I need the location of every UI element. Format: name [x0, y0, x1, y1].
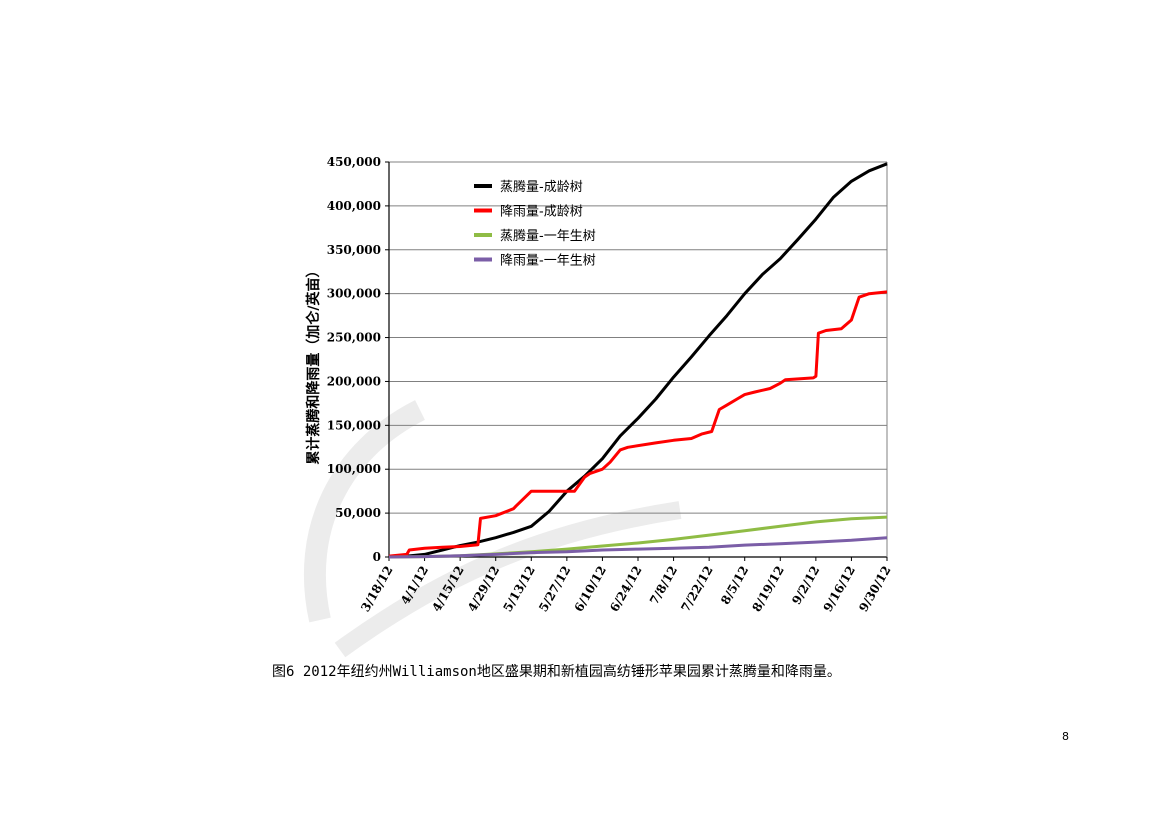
x-tick-label: 9/30/12: [856, 564, 893, 615]
x-tick-label: 5/27/12: [536, 564, 573, 615]
y-tick-label: 100,000: [327, 462, 381, 476]
y-tick-labels: 0 50,000 100,000 150,000 200,000 250,000 300,0…: [327, 155, 389, 564]
y-tick-label: 350,000: [327, 243, 381, 257]
y-tick-label: 300,000: [327, 287, 381, 301]
y-tick-label: 250,000: [327, 331, 381, 345]
x-tick-label: 6/24/12: [607, 564, 644, 615]
x-tick-label: 9/16/12: [821, 564, 858, 615]
legend-label: 降雨量-一年生树: [500, 254, 596, 269]
y-tick-label: 50,000: [335, 506, 381, 520]
legend-label: 蒸腾量-成龄树: [500, 179, 583, 195]
y-tick-label: 400,000: [327, 199, 381, 213]
x-tick-label: 9/2/12: [789, 564, 822, 608]
legend-label: 降雨量-成龄树: [500, 205, 583, 220]
x-tick-label: 8/19/12: [750, 564, 787, 615]
series-line-4: [388, 536, 888, 559]
y-tick-label: 450,000: [327, 155, 381, 169]
x-tick-label: 7/8/12: [647, 564, 680, 608]
legend-label: 蒸腾量-一年生树: [500, 228, 596, 244]
y-tick-label: 200,000: [327, 374, 381, 388]
x-tick-labels: 3/18/12 4/1/124/15/124/29/125/13/125/27/1…: [358, 557, 894, 615]
y-tick-label: 150,000: [327, 418, 381, 432]
y-tick-label: 0: [373, 550, 381, 564]
x-tick-label: 4/15/12: [429, 564, 466, 615]
x-tick-label: 6/10/12: [572, 564, 609, 615]
grid-lines: [389, 161, 887, 514]
x-tick-label: 7/22/12: [678, 564, 715, 615]
x-tick-label: 5/13/12: [501, 564, 538, 615]
series-lines: [388, 162, 888, 559]
series-line-1: [388, 162, 888, 559]
series-line-2: [388, 290, 888, 558]
page-number: 8: [1062, 730, 1069, 743]
y-axis-label: 累计蒸腾和降雨量（加仑/英亩）: [305, 263, 322, 464]
series-line-3: [388, 515, 888, 559]
figure-caption: 图6 2012年纽约州Williamson地区盛果期和新植园高纺锤形苹果园累计蒸…: [272, 664, 841, 680]
x-tick-label: 4/29/12: [465, 564, 502, 615]
x-tick-label: 3/18/12: [358, 564, 395, 615]
x-tick-label: 4/1/12: [398, 564, 431, 608]
x-tick-label: 8/5/12: [718, 564, 751, 608]
